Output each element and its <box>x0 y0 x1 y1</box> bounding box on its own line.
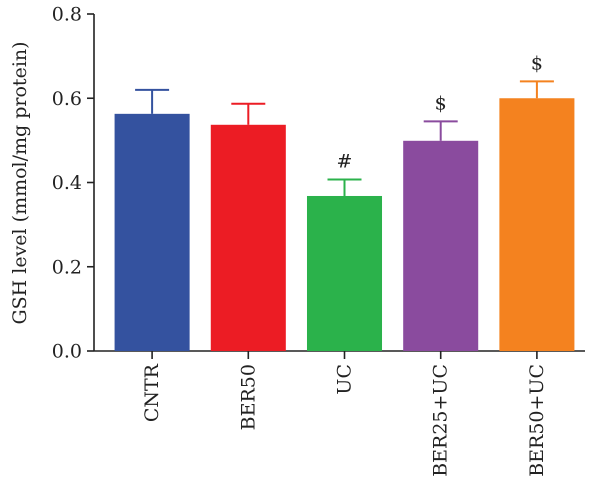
bar <box>403 140 479 351</box>
significance-annotations: # $ $ <box>337 52 543 172</box>
x-tick-label: BER25+UC <box>430 364 452 477</box>
significance-mark: $ <box>435 92 447 114</box>
bar <box>114 113 190 352</box>
x-ticks: CNTR BER50 UC BER25+UC BER50+UC <box>141 351 548 477</box>
error-bars <box>135 80 554 196</box>
x-tick-label: BER50+UC <box>526 364 548 477</box>
y-tick-label: 0.6 <box>52 88 82 110</box>
bar <box>306 195 383 351</box>
x-tick-label: BER50 <box>237 364 259 430</box>
y-tick-label: 0.0 <box>52 341 82 363</box>
significance-mark: # <box>337 151 353 173</box>
y-tick-label: 0.4 <box>52 172 82 194</box>
bar <box>210 124 286 351</box>
bar <box>499 98 575 351</box>
y-tick-label: 0.8 <box>52 4 82 26</box>
significance-mark: $ <box>531 52 543 74</box>
y-ticks: 0.0 0.2 0.4 0.6 0.8 <box>52 4 94 363</box>
x-tick-label: UC <box>334 364 356 395</box>
bars <box>114 98 575 352</box>
y-axis-label: GSH level (mmol/mg protein) <box>9 41 31 324</box>
y-tick-label: 0.2 <box>52 256 82 278</box>
x-tick-label: CNTR <box>141 363 163 422</box>
